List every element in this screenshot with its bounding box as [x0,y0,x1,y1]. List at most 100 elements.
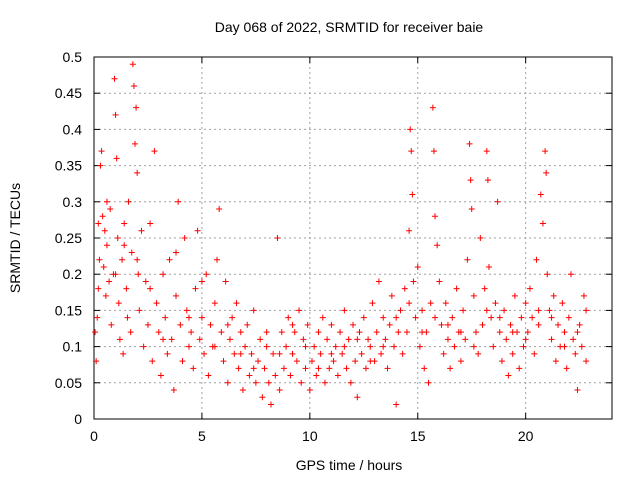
data-point-marker [444,336,451,343]
data-point-marker [278,329,285,336]
data-point-marker [102,292,109,299]
data-point-marker [237,350,244,357]
data-point-marker [429,104,436,111]
data-point-marker [198,314,205,321]
data-point-marker [436,278,443,285]
data-point-marker [356,329,363,336]
data-point-marker [570,336,577,343]
data-point-marker [330,358,337,365]
data-point-marker [440,350,447,357]
data-point-marker [406,227,413,234]
data-point-marker [164,350,171,357]
data-point-marker [289,321,296,328]
data-point-marker [125,198,132,205]
data-point-marker [306,387,313,394]
data-point-marker [470,292,477,299]
data-point-marker [289,350,296,357]
data-point-marker [135,271,142,278]
data-point-marker [548,314,555,321]
data-point-marker [341,307,348,314]
data-point-marker [473,329,480,336]
data-point-marker [112,271,119,278]
data-point-marker [107,206,114,213]
data-point-marker [233,300,240,307]
data-point-marker [99,213,106,220]
data-point-marker [205,372,212,379]
data-point-marker [313,372,320,379]
data-point-marker [354,394,361,401]
data-point-marker [144,321,151,328]
data-point-marker [211,343,218,350]
data-point-marker [237,329,244,336]
data-point-marker [115,300,122,307]
data-point-marker [173,292,180,299]
data-point-marker [188,329,195,336]
data-point-marker [447,365,454,372]
data-point-marker [393,401,400,408]
data-point-marker [263,329,270,336]
data-point-marker [252,379,259,386]
data-point-marker [550,292,557,299]
data-point-marker [451,343,458,350]
y-tick-label: 0.5 [63,49,83,65]
data-point-marker [112,111,119,118]
data-point-marker [360,314,367,321]
data-point-marker [574,387,581,394]
data-point-marker [467,177,474,184]
data-point-marker [583,358,590,365]
data-point-marker [246,372,253,379]
data-point-marker [572,350,579,357]
data-point-marker [511,292,518,299]
x-tick-label: 10 [302,428,318,444]
data-point-marker [157,372,164,379]
data-point-marker [565,314,572,321]
data-point-marker [483,307,490,314]
data-point-marker [395,329,402,336]
data-point-marker [302,365,309,372]
data-point-marker [496,314,503,321]
data-point-marker [503,336,510,343]
data-point-marker [362,365,369,372]
data-point-marker [133,104,140,111]
data-point-marker [103,242,110,249]
data-point-marker [416,343,423,350]
data-point-marker [576,321,583,328]
data-point-marker [250,307,257,314]
data-point-marker [484,177,491,184]
data-point-marker [535,307,542,314]
data-point-marker [524,329,531,336]
data-point-marker [95,220,102,227]
data-point-marker [177,321,184,328]
data-point-marker [98,148,105,155]
data-point-marker [173,249,180,256]
data-point-marker [507,321,514,328]
data-point-marker [257,336,264,343]
data-point-marker [430,148,437,155]
data-point-marker [561,343,568,350]
data-point-marker [166,256,173,263]
data-point-marker [179,358,186,365]
data-point-marker [580,292,587,299]
data-point-marker [162,314,169,321]
data-point-marker [276,387,283,394]
data-point-marker [285,314,292,321]
data-point-marker [328,350,335,357]
data-point-marker [151,148,158,155]
data-point-marker [559,300,566,307]
data-point-marker [535,321,542,328]
y-axis-label: SRMTID / TECUs [7,183,23,293]
data-point-marker [563,365,570,372]
data-point-marker [488,314,495,321]
data-point-marker [578,343,585,350]
data-point-marker [412,314,419,321]
data-point-marker [367,358,374,365]
data-point-marker [222,278,229,285]
data-point-marker [231,350,238,357]
data-point-marker [155,329,162,336]
data-point-marker [153,300,160,307]
data-point-marker [462,336,469,343]
data-point-marker [114,235,121,241]
data-point-marker [142,278,149,285]
data-point-marker [332,343,339,350]
